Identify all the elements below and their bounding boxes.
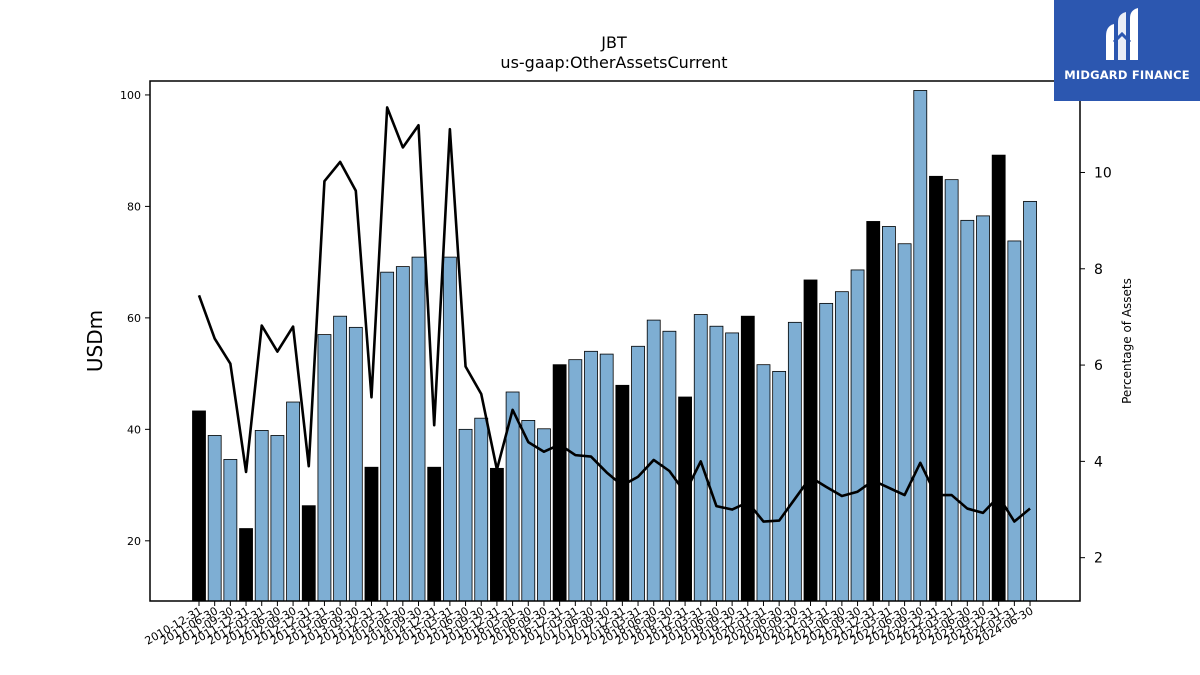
bar	[270, 435, 285, 602]
bar	[380, 271, 395, 602]
bar	[834, 291, 849, 602]
bar	[991, 154, 1006, 602]
bar	[929, 175, 943, 602]
bar	[442, 256, 457, 602]
bar	[787, 321, 802, 602]
bar	[458, 428, 473, 602]
bar	[803, 279, 818, 602]
bar	[725, 332, 740, 602]
y-tick-label-right: 10	[1094, 165, 1112, 181]
bar	[693, 314, 708, 602]
bar	[364, 466, 379, 602]
bar	[1007, 240, 1022, 602]
bar	[709, 325, 724, 602]
brand-logo: MIDGARD FINANCE	[1054, 0, 1200, 101]
y-axis-label-right: Percentage of Assets	[1120, 278, 1134, 404]
bar	[223, 459, 238, 602]
bar	[740, 315, 755, 602]
bar	[819, 302, 834, 602]
bar	[254, 430, 269, 602]
bar	[490, 467, 504, 602]
bar	[960, 219, 975, 602]
bar	[897, 243, 912, 602]
bar	[944, 179, 959, 602]
plot-frame	[149, 80, 1081, 602]
y-tick-label: 100	[120, 89, 141, 102]
bar	[866, 221, 881, 602]
bar	[615, 384, 630, 602]
bar	[584, 350, 598, 602]
bar	[395, 266, 410, 602]
bar	[192, 410, 206, 602]
y-tick-label: 60	[127, 312, 141, 325]
bar	[286, 401, 300, 602]
y-tick-label-right: 6	[1094, 358, 1103, 374]
bar	[301, 505, 316, 602]
y-tick-label: 80	[127, 200, 141, 213]
bar	[662, 330, 677, 602]
y-tick-label-right: 2	[1094, 551, 1103, 567]
bar	[568, 359, 583, 602]
y-tick-label: 40	[127, 423, 141, 436]
midgard-m-icon	[1106, 8, 1138, 60]
bar	[772, 370, 787, 602]
bar	[521, 420, 536, 602]
bar	[411, 256, 426, 602]
y-axis-label: USDm	[83, 310, 107, 372]
y-tick-label-right: 4	[1094, 454, 1103, 470]
bar	[333, 315, 348, 602]
bar	[976, 215, 990, 602]
brand-name: MIDGARD FINANCE	[1064, 68, 1190, 82]
bar	[1023, 200, 1037, 602]
bar	[537, 428, 551, 602]
bar	[678, 396, 692, 602]
y-tick-label-right: 8	[1094, 262, 1103, 278]
bar	[348, 326, 363, 602]
bar	[474, 417, 489, 602]
bar	[207, 435, 222, 602]
bar	[913, 90, 928, 602]
bar	[756, 364, 771, 602]
bar	[552, 364, 567, 602]
percentage-line	[197, 106, 1031, 523]
chart-subtitle: us-gaap:OtherAssetsCurrent	[500, 53, 727, 72]
bar	[850, 269, 865, 602]
y-tick-label: 20	[127, 535, 141, 548]
bar	[317, 334, 332, 602]
bar	[239, 528, 253, 602]
bar	[882, 226, 896, 602]
chart-title: JBT	[600, 33, 627, 52]
bar	[427, 466, 442, 602]
